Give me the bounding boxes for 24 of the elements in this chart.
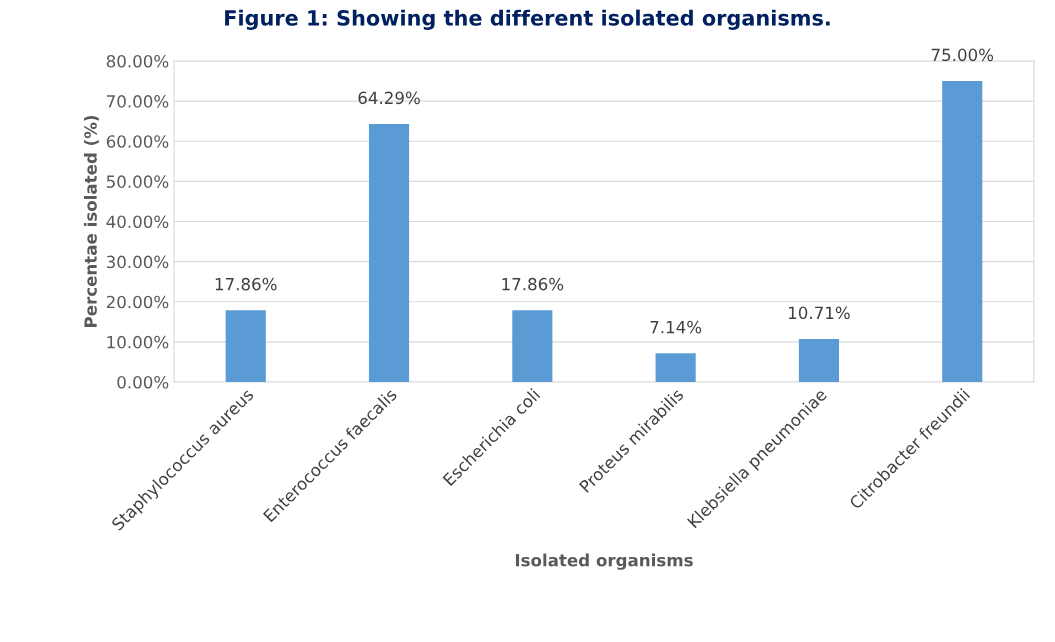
data-label: 10.71% [789,306,850,320]
y-tick-label: 10.00% [107,335,169,349]
data-label: 64.29% [358,91,420,105]
y-tick-label: 50.00% [106,175,169,188]
bar [512,310,553,382]
y-tick-label: 0.00% [117,375,169,389]
y-tick-label: 70.00% [107,95,169,108]
bar [225,310,266,382]
y-tick-label: 80.00% [106,54,169,68]
bar [942,81,983,382]
bar [798,339,840,382]
bar [368,124,410,382]
data-label: 17.86% [215,277,277,291]
y-tick-label: 20.00% [106,295,169,309]
y-axis-title: Percentae isolated (%) [83,115,99,327]
y-tick-label: 60.00% [106,135,169,148]
data-label: 17.86% [502,277,564,291]
x-axis-title: Isolated organisms [515,553,693,570]
y-tick-label: 40.00% [106,215,169,229]
data-label: 7.14% [650,320,702,334]
chart-title: Figure 1: Showing the different isolated organisms. [225,9,830,30]
data-label: 75.00% [931,48,994,62]
bar [655,353,696,382]
y-tick-label: 30.00% [106,255,169,269]
